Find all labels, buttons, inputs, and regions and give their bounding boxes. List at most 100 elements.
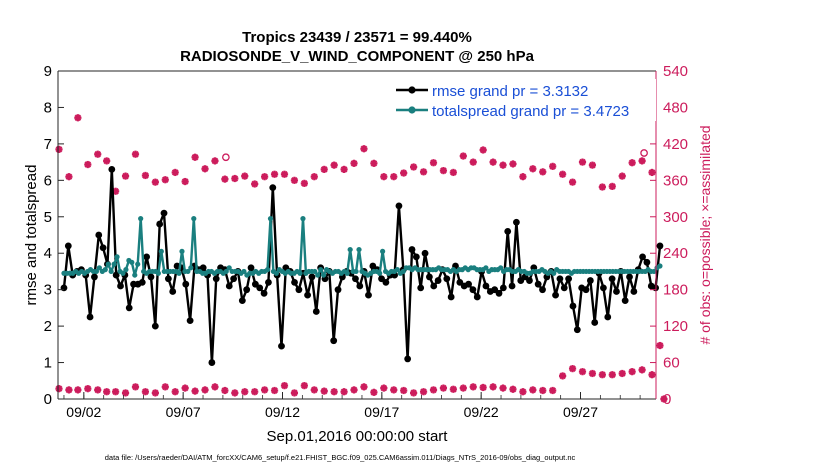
obs-marker-stroke — [74, 386, 82, 394]
obs-marker-stroke — [618, 172, 626, 180]
rmse-point — [143, 253, 151, 261]
obs-marker-stroke — [142, 388, 149, 396]
totalspread-point — [176, 270, 182, 276]
obs-marker-stroke — [122, 389, 129, 397]
obs-marker-stroke — [65, 173, 73, 181]
obs-marker-stroke — [449, 169, 457, 176]
rmse-point — [260, 289, 268, 297]
obs-count-high-point — [529, 165, 537, 173]
obs-marker-stroke — [211, 383, 219, 391]
obs-marker-stroke — [84, 385, 92, 393]
obs-count-low-point — [439, 384, 448, 392]
obs-marker-stroke — [171, 388, 179, 396]
rmse-point — [208, 359, 216, 366]
rmse-point — [582, 286, 590, 294]
obs-marker-stroke — [608, 371, 616, 379]
rmse-point — [526, 277, 533, 284]
obs-marker-stroke — [479, 384, 487, 391]
obs-count-low-point — [529, 386, 537, 394]
obs-marker-stroke — [529, 386, 537, 394]
rmse-point — [117, 282, 124, 290]
obs-count-high-point — [588, 161, 597, 169]
obs-marker-stroke — [618, 370, 626, 377]
obs-count-low-point — [330, 388, 338, 396]
obs-marker-stroke — [300, 180, 308, 187]
obs-marker-stroke — [360, 145, 368, 153]
rmse-point — [91, 273, 98, 281]
rmse-point — [443, 275, 451, 283]
totalspread-point — [188, 265, 194, 271]
rmse-point — [565, 275, 573, 283]
x-tick-label: 09/27 — [563, 404, 598, 420]
rmse-point — [591, 319, 599, 326]
obs-count-low-point — [112, 388, 120, 396]
totalspread-point — [96, 265, 102, 271]
obs-marker-stroke — [598, 371, 606, 379]
obs-count-high-point — [479, 146, 487, 154]
obs-count-low-point — [568, 365, 577, 373]
obs-count-low-point — [270, 386, 279, 395]
left-y-tick-label: 4 — [44, 245, 52, 262]
rmse-point — [408, 246, 416, 253]
obs-marker-stroke — [142, 172, 149, 179]
obs-marker-stroke — [539, 387, 547, 394]
rmse-point — [639, 253, 646, 261]
x-tick-label: 09/17 — [364, 404, 399, 420]
totalspread-point — [123, 267, 129, 273]
obs-marker-stroke — [549, 162, 557, 170]
obs-marker-stroke — [608, 183, 616, 190]
obs-count-high-point — [94, 150, 102, 158]
rmse-point — [586, 277, 594, 284]
totalspread-point — [400, 268, 406, 275]
rmse-point — [539, 286, 546, 294]
rmse-point — [552, 291, 559, 299]
totalspread-point — [657, 263, 663, 269]
rmse-point — [604, 313, 612, 321]
obs-marker-stroke — [449, 385, 457, 393]
obs-marker-stroke — [559, 170, 566, 178]
rmse-point — [504, 227, 512, 235]
left-y-tick-label: 6 — [44, 172, 52, 189]
obs-count-low-point — [390, 386, 398, 394]
left-y-axis-label: rmse and totalspread — [23, 165, 40, 306]
rmse-point — [125, 304, 133, 312]
obs-marker-stroke — [569, 365, 576, 372]
totalspread-point — [344, 270, 350, 276]
obs-count-low-point — [539, 386, 547, 395]
rmse-point — [99, 244, 107, 252]
obs-count-high-point — [103, 157, 111, 165]
obs-marker-stroke — [660, 395, 668, 403]
rmse-point — [656, 242, 664, 250]
obs-marker-stroke — [320, 166, 328, 173]
legend-spread-marker — [408, 106, 416, 114]
obs-marker-stroke — [350, 159, 358, 167]
obs-count-high-point — [55, 145, 63, 153]
obs-count-low-point — [241, 388, 249, 396]
obs-marker-stroke — [589, 370, 596, 377]
obs-count-low-point — [410, 389, 418, 397]
obs-count-high-point — [519, 173, 527, 181]
rmse-point — [304, 291, 311, 299]
x-tick-label: 09/22 — [464, 404, 499, 420]
rmse-point — [626, 273, 633, 281]
obs-count-low-point — [509, 385, 517, 393]
obs-count-low-point — [290, 389, 299, 397]
obs-count-high-point — [499, 161, 507, 169]
obs-marker-stroke — [509, 385, 517, 393]
rmse-point — [186, 317, 194, 325]
obs-marker-stroke — [151, 178, 159, 186]
obs-count-high-point — [578, 158, 587, 166]
rmse-point — [312, 308, 320, 315]
rmse-point — [608, 275, 616, 283]
obs-marker-stroke — [390, 173, 398, 181]
obs-count-low-point — [489, 383, 497, 391]
obs-marker-stroke — [151, 389, 159, 397]
obs-count-high-point — [509, 160, 517, 168]
obs-count-low-point — [300, 382, 308, 390]
obs-marker-stroke — [549, 387, 557, 394]
rmse-point — [417, 284, 425, 292]
obs-count-high-point — [251, 180, 259, 188]
obs-count-low-point — [55, 385, 63, 393]
obs-marker-stroke — [65, 386, 73, 394]
obs-count-high-point — [638, 157, 646, 165]
